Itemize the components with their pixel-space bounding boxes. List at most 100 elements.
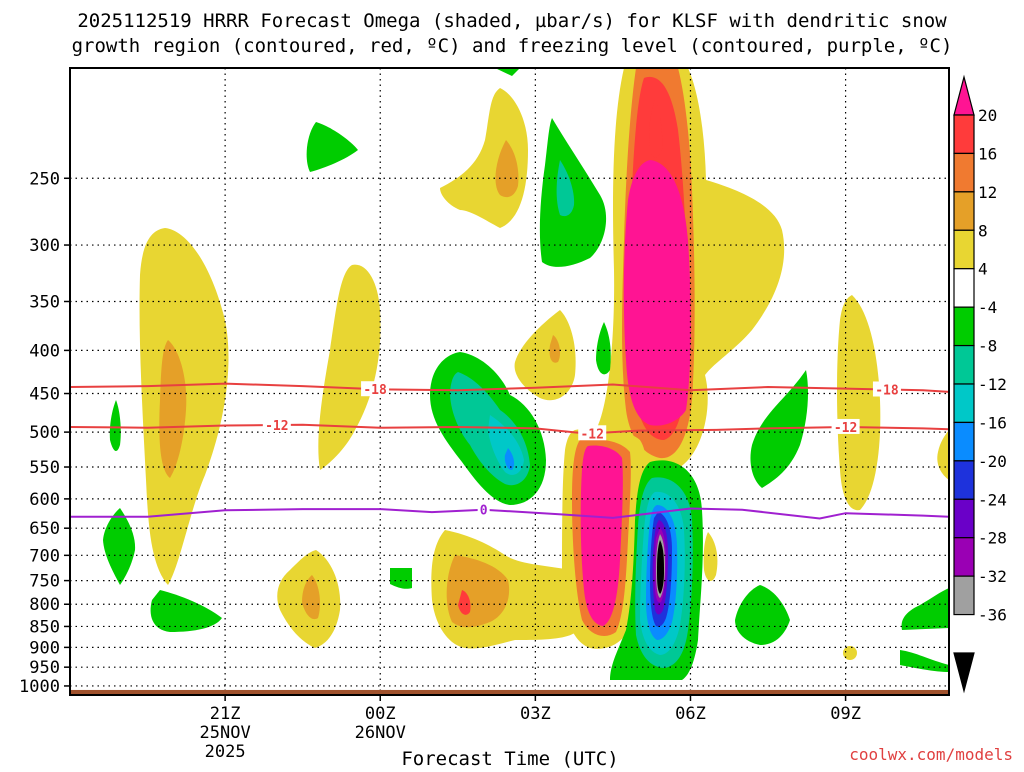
contour-label-bg-0-1 <box>872 381 901 397</box>
y-tick-label-750: 750 <box>29 572 60 592</box>
y-tick-label-450: 450 <box>29 385 60 405</box>
x-tick-date-00Z: 26NOV <box>355 723 406 743</box>
y-tick-label-900: 900 <box>29 638 60 658</box>
colorbar-label-11: -28 <box>978 529 1007 548</box>
omega-area-06z-low-magenta <box>580 445 623 626</box>
omega-area-yellow-dot <box>843 646 857 660</box>
plot-border <box>69 67 950 696</box>
y-tick-label-850: 850 <box>29 617 60 637</box>
x-tick-label-06Z: 06Z <box>675 704 706 724</box>
y-tick-label-800: 800 <box>29 595 60 615</box>
colorbar-label-2: 12 <box>978 183 997 202</box>
omega-area-right-bottom-green <box>900 650 949 672</box>
colorbar-swatch-11 <box>953 498 975 539</box>
colorbar: 20 16 12 8 4 -4 -8 -12 -16 -20 -24 -28 -32 -36 <box>953 74 1007 694</box>
omega-area-02z-top-orange <box>495 140 519 198</box>
colorbar-swatch-9 <box>953 421 975 462</box>
contour-line-0 <box>70 382 949 393</box>
colorbar-swatch-6 <box>953 306 975 347</box>
colorbar-swatch-12 <box>953 537 975 577</box>
omega-area-left-green-sliver <box>109 400 121 452</box>
colorbar-label-3: 8 <box>978 221 988 240</box>
omega-area-00z-low-orange <box>302 575 320 620</box>
omega-area-04z-mid-orange <box>549 335 561 363</box>
colorbar-label-6: -8 <box>978 337 997 356</box>
colorbar-label-8: -16 <box>978 413 1007 432</box>
x-axis-label: Forecast Time (UTC) <box>401 748 618 768</box>
contour-line-2 <box>70 507 949 520</box>
colorbar-label-7: -12 <box>978 375 1007 394</box>
colorbar-label-0: 20 <box>978 106 997 125</box>
colorbar-label-4: 4 <box>978 260 988 279</box>
omega-area-right-low-green <box>901 588 949 630</box>
colorbar-swatch-3 <box>953 191 975 231</box>
x-tick-label-09Z: 09Z <box>830 704 861 724</box>
terrain-fill <box>70 689 949 695</box>
omega-area-03z-cyan <box>488 415 524 475</box>
contour-label-bg-1-2 <box>831 418 860 434</box>
colorbar-swatch-5 <box>953 268 975 308</box>
omega-area-left-orange <box>159 340 187 478</box>
y-tick-label-350: 350 <box>29 292 60 312</box>
y-tick-label-300: 300 <box>29 236 60 256</box>
x-tick-label-03Z: 03Z <box>520 704 551 724</box>
omega-area-01z-green <box>390 568 412 589</box>
colorbar-label-1: 16 <box>978 144 997 163</box>
omega-area-11z-yellow <box>837 295 881 511</box>
y-tick-label-600: 600 <box>29 490 60 510</box>
omega-area-06z-green-sliver <box>596 322 611 375</box>
chart-title-line-1: 2025112519 HRRR Forecast Omega (shaded, … <box>77 10 947 32</box>
omega-area-07z-magenta <box>623 160 691 426</box>
colorbar-label-5: -4 <box>978 298 997 317</box>
y-tick-label-700: 700 <box>29 546 60 566</box>
colorbar-label-10: -24 <box>978 490 1007 509</box>
y-tick-label-1000: 1000 <box>19 677 60 697</box>
x-tick-label-00Z: 00Z <box>365 704 396 724</box>
contour-label-bg-1-1 <box>578 425 607 441</box>
contour-label-1-1: -12 <box>580 427 603 442</box>
x-tick-year-21Z: 2025 <box>205 742 246 762</box>
colorbar-swatch-4 <box>953 229 975 270</box>
omega-area-00z-green <box>306 122 358 172</box>
contour-label-1-2: -12 <box>834 421 857 436</box>
y-axis: 250 300 350 400 450 500 550 600 650 700 750 8008509… <box>19 169 70 697</box>
y-tick-label-400: 400 <box>29 341 60 361</box>
colorbar-swatch-2 <box>953 152 975 193</box>
y-tick-label-500: 500 <box>29 423 60 443</box>
y-tick-label-250: 250 <box>29 169 60 189</box>
colorbar-label-13: -36 <box>978 606 1007 625</box>
contours: -18 -18 -12 -12 -12 0 <box>70 381 949 520</box>
omega-area-03z-blue <box>504 448 515 470</box>
colorbar-label-12: -32 <box>978 567 1007 586</box>
omega-area-05z-teal <box>556 160 575 217</box>
omega-area-07z-red-core <box>649 100 663 158</box>
x-tick-label-21Z: 21Z <box>210 704 241 724</box>
contour-label-0-0: -18 <box>363 383 387 398</box>
y-tick-label-550: 550 <box>29 458 60 478</box>
omega-area-09z-low-green <box>735 585 790 645</box>
contour-label-bg-1-0 <box>262 416 291 432</box>
chart-title-line-2: growth region (contoured, red, ºC) and f… <box>72 35 953 57</box>
omega-area-left-bottom-green <box>150 590 222 632</box>
omega-area-00z-yellow <box>318 264 381 470</box>
omega-area-04z-low-red <box>458 590 471 615</box>
colorbar-swatch-8 <box>953 383 975 424</box>
omega-area-top-green <box>495 68 520 76</box>
colorbar-label-9: -20 <box>978 452 1007 471</box>
y-tick-label-650: 650 <box>29 519 60 539</box>
colorbar-top-triangle <box>953 74 975 116</box>
contour-label-bg-2-0 <box>477 501 490 517</box>
contour-label-1-0: -12 <box>265 419 288 434</box>
contour-label-0-1: -18 <box>875 383 899 398</box>
contour-label-2-0: 0 <box>480 504 488 519</box>
omega-area-04z-mid-yellow <box>514 310 576 401</box>
colorbar-bottom-triangle <box>953 652 975 694</box>
omega-shading <box>103 68 949 680</box>
omega-area-left-low-green <box>103 508 136 585</box>
colorbar-swatch-1 <box>953 114 975 155</box>
colorbar-swatch-7 <box>953 344 975 385</box>
omega-area-07z-right-yellow <box>703 532 718 582</box>
contour-label-bg-0-0 <box>361 381 390 397</box>
